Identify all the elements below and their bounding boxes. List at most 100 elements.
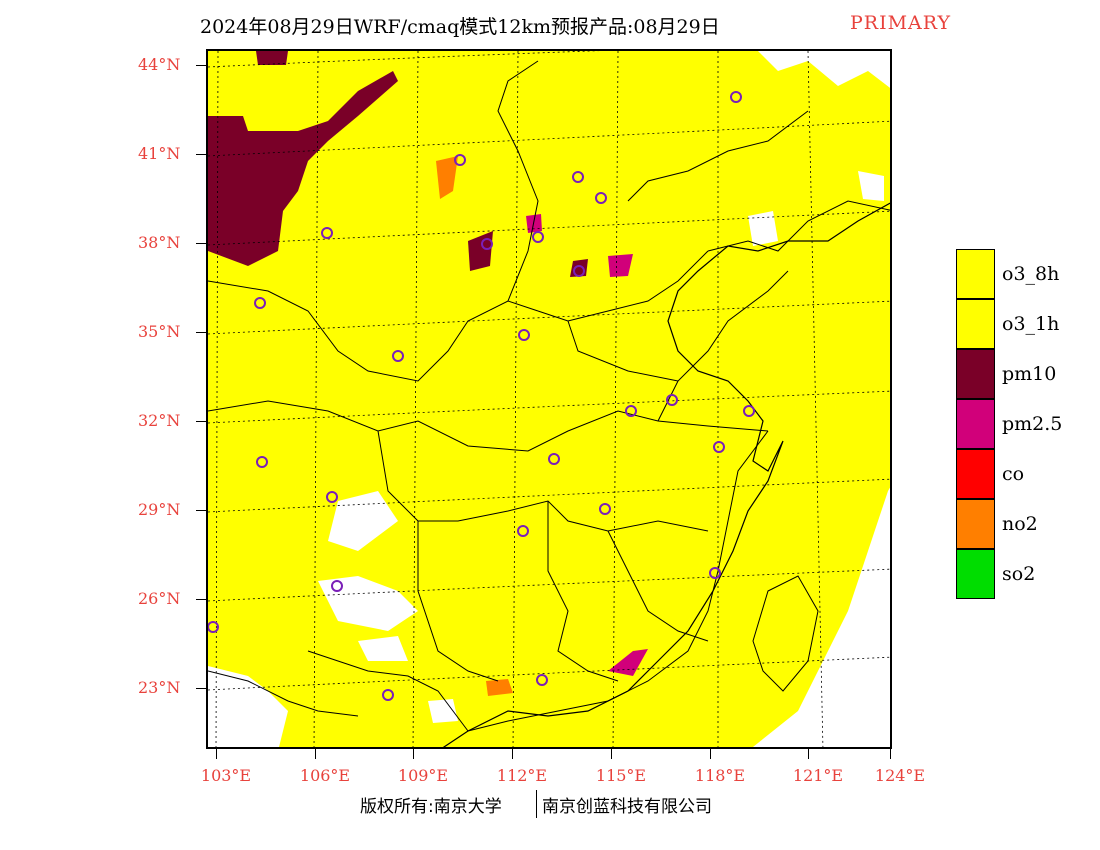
lat-tick (196, 154, 206, 155)
city-marker (743, 405, 755, 417)
lat-label-26: 26°N (138, 589, 181, 608)
taiwan-island (752, 575, 819, 692)
city-marker (709, 567, 721, 579)
lat-tick (196, 243, 206, 244)
lat-label-32: 32°N (138, 411, 181, 430)
sea-area-east (753, 487, 890, 747)
legend-label: so2 (1002, 563, 1036, 585)
city-marker (382, 689, 394, 701)
city-marker (713, 441, 725, 453)
city-marker (517, 525, 529, 537)
city-marker (666, 394, 678, 406)
lon-label-121: 121°E (792, 766, 844, 785)
legend-item-no2: no2 (956, 499, 1076, 549)
city-marker (532, 231, 544, 243)
map-svg (208, 51, 890, 747)
lon-tick (315, 749, 316, 759)
lat-label-38: 38°N (138, 233, 181, 252)
map-panel[interactable] (206, 49, 892, 749)
copyright-footer: 版权所有:南京大学 南京创蓝科技有限公司 (360, 788, 780, 818)
footer-divider (536, 790, 537, 818)
title-primary-tag: PRIMARY (850, 12, 952, 34)
city-marker (730, 91, 742, 103)
legend-item-co: co (956, 449, 1076, 499)
no-data-patch (318, 576, 418, 631)
city-marker (595, 192, 607, 204)
pm25-spot (608, 254, 633, 277)
city-marker (599, 503, 611, 515)
lon-label-109: 109°E (397, 766, 449, 785)
lat-label-44: 44°N (138, 55, 181, 74)
legend-swatch (956, 549, 995, 599)
lon-label-106: 106°E (299, 766, 351, 785)
lat-tick (196, 510, 206, 511)
lat-tick (196, 421, 206, 422)
title-main: 2024年08月29日WRF/cmaq模式12km预报产品:08月29日 (200, 16, 720, 38)
legend: o3_8h o3_1h pm10 pm2.5 co no2 so2 (956, 249, 1076, 599)
city-marker (392, 350, 404, 362)
legend-swatch (956, 499, 995, 549)
lon-label-103: 103°E (200, 766, 252, 785)
lon-label-112: 112°E (496, 766, 548, 785)
legend-item-pm25: pm2.5 (956, 399, 1076, 449)
no-data-patch (858, 171, 884, 201)
no2-spot (486, 679, 513, 696)
legend-label: co (1002, 463, 1025, 485)
legend-label: o3_8h (1002, 263, 1060, 285)
legend-item-so2: so2 (956, 549, 1076, 599)
coastline (442, 202, 890, 747)
copyright-left: 版权所有:南京大学 (360, 797, 502, 817)
lat-tick (196, 688, 206, 689)
lon-label-124: 124°E (874, 766, 926, 785)
lon-tick (413, 749, 414, 759)
city-marker (454, 154, 466, 166)
lat-label-23: 23°N (138, 678, 181, 697)
city-marker (548, 453, 560, 465)
lat-label-35: 35°N (138, 322, 181, 341)
no-data-patch (358, 636, 408, 661)
legend-swatch (956, 299, 995, 349)
city-marker (254, 297, 266, 309)
city-marker (481, 238, 493, 250)
chart-title: 2024年08月29日WRF/cmaq模式12km预报产品:08月29日 PRI… (200, 12, 980, 40)
city-marker (208, 621, 219, 633)
copyright-right: 南京创蓝科技有限公司 (542, 797, 712, 817)
legend-item-pm10: pm10 (956, 349, 1076, 399)
lat-tick (196, 65, 206, 66)
graticule (208, 51, 890, 747)
lon-tick (611, 749, 612, 759)
legend-swatch (956, 249, 995, 299)
legend-item-o3-8h: o3_8h (956, 249, 1076, 299)
no-data-patch (428, 699, 458, 723)
lat-label-41: 41°N (138, 144, 181, 163)
legend-label: o3_1h (1002, 313, 1060, 335)
city-marker (256, 456, 268, 468)
no2-spot (436, 156, 458, 199)
no-data-patch (748, 211, 778, 246)
lon-tick (808, 749, 809, 759)
lon-tick (512, 749, 513, 759)
city-marker (518, 329, 530, 341)
city-markers (208, 91, 755, 701)
legend-label: pm2.5 (1002, 413, 1063, 435)
sea-area-southwest (208, 666, 288, 747)
lat-tick (196, 332, 206, 333)
legend-swatch (956, 349, 995, 399)
legend-label: no2 (1002, 513, 1038, 535)
legend-label: pm10 (1002, 363, 1057, 385)
legend-item-o3-1h: o3_1h (956, 299, 1076, 349)
lat-tick (196, 599, 206, 600)
pm10-region (256, 51, 288, 65)
province-boundaries (208, 60, 890, 732)
no-data-patch (328, 491, 398, 551)
pm25-spot (608, 649, 648, 676)
lon-tick (890, 749, 891, 759)
no-data-north (758, 51, 890, 88)
city-marker (625, 405, 637, 417)
city-marker (573, 265, 585, 277)
city-marker (321, 227, 333, 239)
lon-label-118: 118°E (694, 766, 746, 785)
pm10-region (208, 71, 398, 266)
lat-label-29: 29°N (138, 500, 181, 519)
city-marker (331, 580, 343, 592)
